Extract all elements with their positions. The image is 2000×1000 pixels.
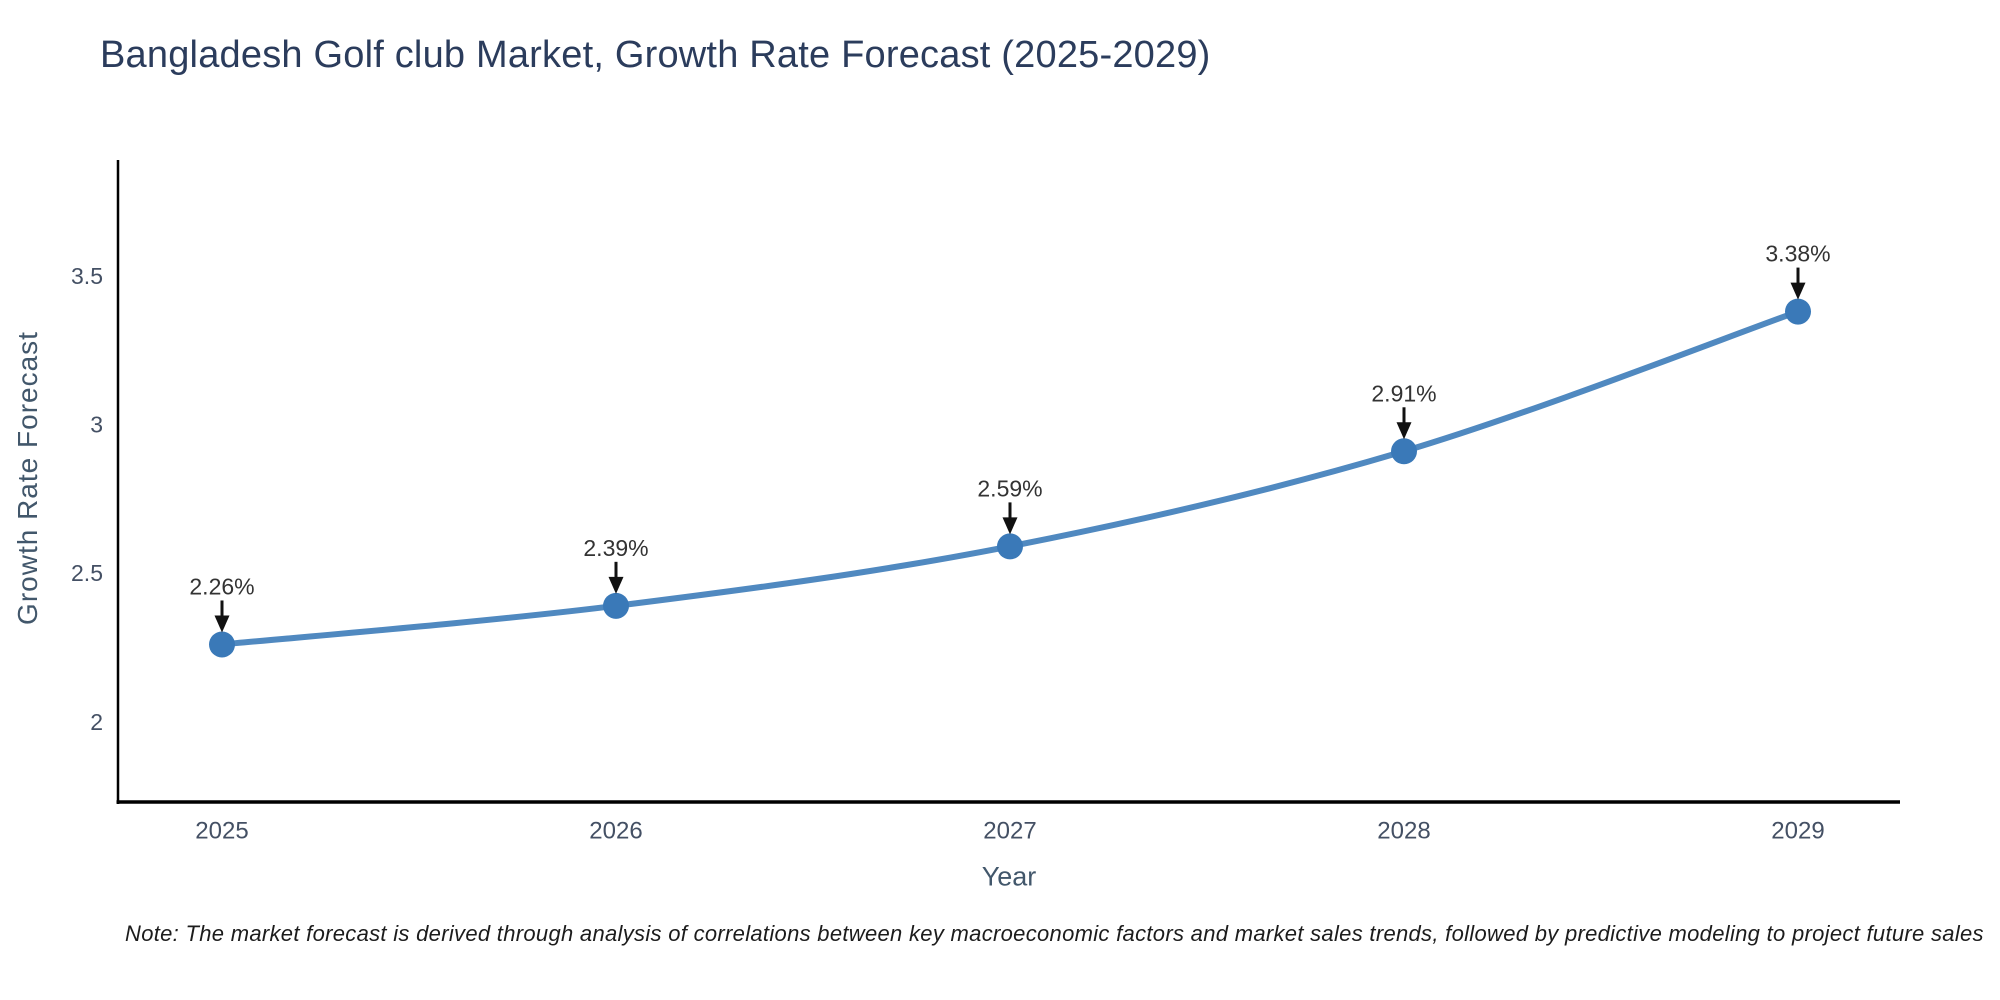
data-point-marker — [997, 533, 1023, 560]
chart-title: Bangladesh Golf club Market, Growth Rate… — [100, 34, 1211, 76]
data-point-marker — [209, 631, 235, 658]
data-point-marker — [603, 592, 629, 619]
x-tick-label: 2026 — [589, 818, 642, 845]
y-tick-label: 2 — [90, 709, 103, 735]
y-tick-label: 2.5 — [71, 560, 103, 586]
data-point-label: 2.26% — [189, 573, 254, 599]
annotation-arrowhead — [1790, 282, 1806, 300]
data-point-label: 2.39% — [583, 535, 648, 561]
annotation-arrowhead — [608, 576, 624, 594]
x-axis-title: Year — [981, 861, 1037, 892]
data-point-label: 2.91% — [1371, 380, 1436, 406]
data-point-marker — [1391, 438, 1417, 465]
annotation-arrowhead — [1396, 422, 1412, 440]
footnote: Note: The market forecast is derived thr… — [125, 921, 1984, 946]
data-point-label: 2.59% — [977, 475, 1042, 501]
annotation-arrowhead — [1002, 517, 1018, 535]
annotation-arrowhead — [214, 615, 230, 633]
x-tick-label: 2025 — [195, 818, 248, 845]
y-tick-label: 3 — [90, 412, 103, 438]
data-point-marker — [1785, 298, 1811, 325]
x-tick-label: 2029 — [1771, 818, 1824, 845]
data-point-label: 3.38% — [1765, 241, 1830, 267]
x-tick-label: 2028 — [1377, 818, 1430, 845]
y-tick-label: 3.5 — [71, 263, 103, 289]
x-tick-label: 2027 — [983, 818, 1036, 845]
